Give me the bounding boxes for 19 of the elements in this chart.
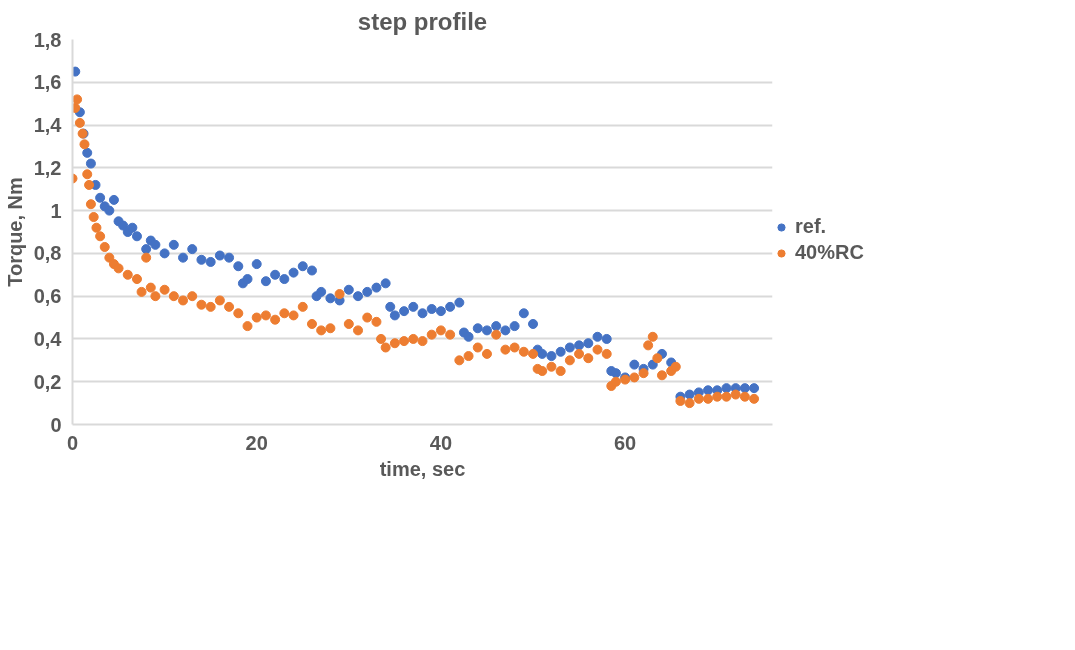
chart-title: step profile [357, 7, 488, 35]
x-tick-label: 40 [429, 431, 453, 454]
x-tick-label: 60 [614, 431, 637, 454]
x-axis-title: time, sec [379, 457, 466, 480]
legend-label: ref. [795, 215, 827, 238]
x-tick-label: 0 [66, 431, 79, 454]
y-tick-label: 0,8 [33, 242, 62, 265]
y-axis-title: Torque, Nm [3, 177, 26, 287]
x-tick-label: 20 [245, 431, 268, 454]
y-tick-label: 1,4 [33, 114, 63, 137]
y-tick-label: 0,2 [33, 370, 62, 393]
y-tick-label: 0,4 [33, 327, 63, 350]
y-tick-label: 1 [50, 199, 62, 222]
y-tick-label: 0,6 [33, 285, 62, 308]
y-tick-label: 1,6 [33, 71, 62, 94]
y-tick-label: 0 [50, 413, 62, 436]
legend-label: 40%RC [795, 241, 864, 264]
y-tick-label: 1,2 [33, 156, 62, 179]
y-tick-label: 1,8 [33, 28, 62, 51]
